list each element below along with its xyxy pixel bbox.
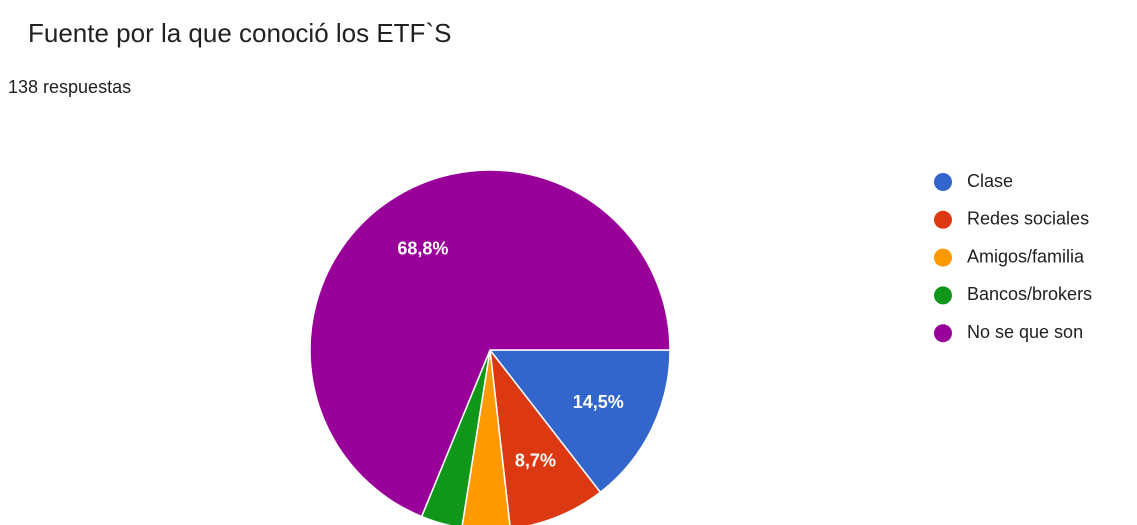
legend-label: Bancos/brokers: [967, 284, 1092, 304]
chart-subtitle: 138 respuestas: [8, 77, 131, 97]
legend-swatch: [934, 210, 952, 229]
legend-swatch: [934, 173, 952, 191]
pie-slice: [488, 349, 671, 494]
legend-swatch: [934, 286, 952, 305]
chart-title: Fuente por la que conoció los ETF`S: [28, 18, 451, 48]
legend-swatch: [934, 324, 952, 343]
legend-swatch: [934, 248, 952, 267]
data-label: 14,5%: [573, 392, 624, 412]
legend-label: Redes sociales: [967, 209, 1089, 229]
legend-label: Amigos/familia: [967, 246, 1085, 266]
pie-slice: [309, 169, 671, 518]
legend-label: No se que son: [967, 322, 1083, 342]
legend-label: Clase: [967, 171, 1013, 191]
data-label: 68,8%: [397, 239, 448, 259]
data-label: 8,7%: [515, 450, 556, 470]
pie-slice: [461, 349, 511, 525]
pie-slice: [488, 347, 602, 525]
